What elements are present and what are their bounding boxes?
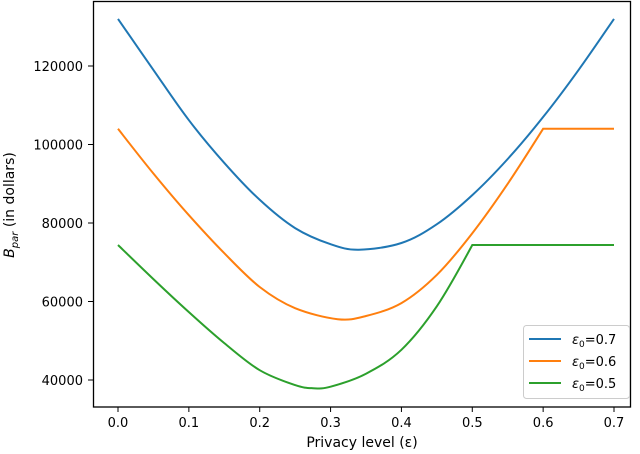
x-axis-ticks: 0.0 0.1 0.2 0.3 0.4 0.5 0.6 0.7 [108,407,625,431]
y-axis-label: Bpar (in dollars) [2,152,21,258]
y-axis-label-rest: (in dollars) [2,152,18,231]
y-tick-label: 120000 [33,60,83,75]
y-axis-label-main: B [2,248,18,258]
x-tick-label: 0.0 [108,416,129,431]
x-tick-label: 0.4 [391,416,412,431]
plot-area [117,18,615,390]
y-tick-label: 60000 [42,296,83,311]
axes-frame [92,0,632,408]
y-tick-label: 40000 [42,374,83,389]
x-axis-label: Privacy level (ε) [306,435,417,451]
y-tick-label: 100000 [33,139,83,154]
legend-label-0: ε0=0.7 [572,333,616,350]
y-tick-label: 80000 [42,217,83,232]
x-tick-label: 0.5 [462,416,483,431]
series-line-2 [117,244,614,390]
series-line-0 [117,18,615,251]
legend-box [523,325,630,399]
x-tick-label: 0.3 [320,416,341,431]
y-axis-label-sub: par [10,231,21,249]
x-tick-label: 0.1 [179,416,200,431]
x-tick-label: 0.7 [604,416,625,431]
legend: ε0=0.7 ε0=0.6 ε0=0.5 [523,325,630,399]
x-tick-label: 0.6 [533,416,554,431]
series-line-1 [117,127,614,321]
legend-label-2: ε0=0.5 [572,377,616,394]
legend-label-1: ε0=0.6 [572,355,616,372]
y-axis-ticks: 40000 60000 80000 100000 120000 [33,60,94,389]
x-tick-label: 0.2 [249,416,270,431]
